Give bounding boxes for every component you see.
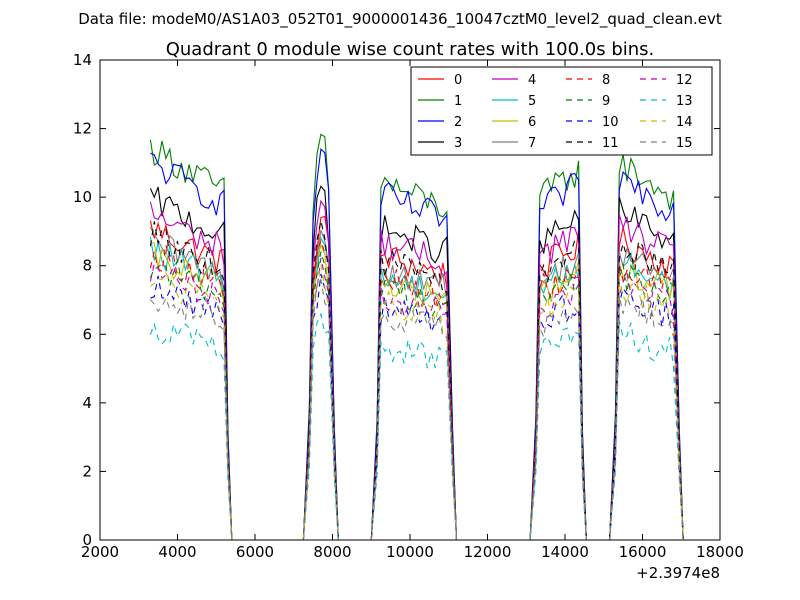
- series-line-11: [149, 220, 684, 541]
- y-tick-label: 10: [73, 188, 92, 206]
- x-tick-label: 14000: [541, 543, 589, 561]
- legend-frame: [410, 66, 713, 156]
- tick-layer: 2000 4000 6000 8000 10000 12000 14000 16000 1800…: [73, 51, 744, 561]
- legend-label-6: 6: [528, 115, 536, 130]
- y-tick-label: 0: [82, 531, 92, 549]
- chart-suptitle: Data file: modeM0/AS1A03_052T01_90000014…: [78, 10, 722, 29]
- legend-label-10: 10: [602, 115, 619, 130]
- series-layer: [149, 133, 684, 541]
- legend-label-4: 4: [528, 73, 536, 88]
- x-tick-label: 2000: [81, 543, 119, 561]
- legend-label-2: 2: [454, 115, 462, 130]
- legend-label-5: 5: [528, 94, 536, 109]
- legend-label-1: 1: [454, 94, 462, 109]
- x-axis-offset-label: +2.3974e8: [636, 564, 720, 582]
- y-tick-label: 4: [82, 394, 92, 412]
- series-line-15: [149, 277, 684, 541]
- x-tick-label: 12000: [464, 543, 512, 561]
- legend-label-13: 13: [676, 94, 693, 109]
- legend-label-12: 12: [676, 73, 693, 88]
- legend-label-11: 11: [602, 136, 619, 151]
- series-line-8: [149, 239, 684, 541]
- y-tick-label: 12: [73, 120, 92, 138]
- series-line-1: [149, 133, 684, 541]
- legend-label-7: 7: [528, 136, 536, 151]
- series-line-5: [149, 236, 684, 541]
- series-line-2: [150, 147, 684, 541]
- series-line-3: [149, 185, 684, 541]
- y-tick-label: 6: [82, 325, 92, 343]
- x-tick-label: 4000: [158, 543, 196, 561]
- y-tick-label: 14: [73, 51, 92, 69]
- y-tick-label: 8: [82, 257, 92, 275]
- x-tick-label: 8000: [313, 543, 351, 561]
- series-line-4: [149, 199, 684, 541]
- series-line-7: [149, 227, 684, 541]
- legend-label-0: 0: [454, 73, 462, 88]
- x-tick-label: 6000: [236, 543, 274, 561]
- x-tick-label: 16000: [619, 543, 667, 561]
- x-tick-label: 18000: [696, 543, 744, 561]
- series-line-10: [150, 273, 684, 541]
- y-tick-label: 2: [82, 462, 92, 480]
- legend-label-14: 14: [676, 115, 693, 130]
- legend-label-15: 15: [676, 136, 693, 151]
- chart-title: Quadrant 0 module wise count rates with …: [166, 39, 655, 60]
- legend-label-9: 9: [602, 94, 610, 109]
- legend-label-3: 3: [454, 136, 462, 151]
- legend-label-8: 8: [602, 73, 610, 88]
- series-line-0: [149, 215, 684, 541]
- x-tick-label: 10000: [386, 543, 434, 561]
- series-line-13: [149, 312, 684, 541]
